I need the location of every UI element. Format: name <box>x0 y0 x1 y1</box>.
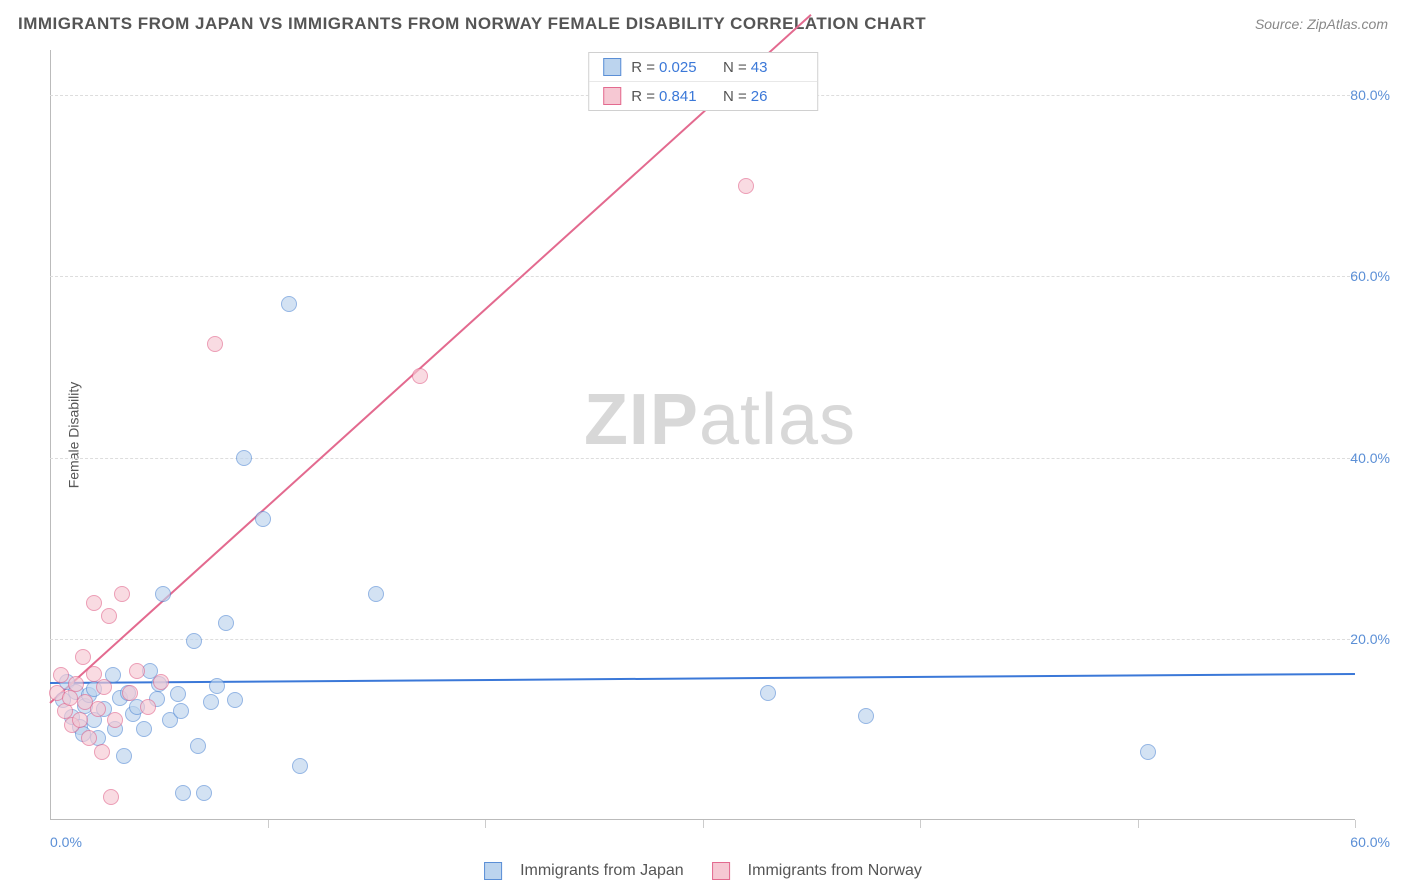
data-point <box>68 676 84 692</box>
legend-row: R =0.841N =26 <box>589 81 817 110</box>
legend-item: Immigrants from Norway <box>712 862 922 880</box>
data-point <box>292 758 308 774</box>
legend-swatch <box>603 58 621 76</box>
data-point <box>96 679 112 695</box>
grid-line <box>50 276 1355 277</box>
legend-label: Immigrants from Norway <box>748 862 922 880</box>
x-tick <box>485 820 486 828</box>
y-tick-label: 60.0% <box>1350 268 1390 284</box>
data-point <box>53 667 69 683</box>
x-tick <box>920 820 921 828</box>
legend-swatch <box>603 87 621 105</box>
data-point <box>209 678 225 694</box>
data-point <box>136 721 152 737</box>
watermark: ZIPatlas <box>584 379 856 461</box>
data-point <box>218 615 234 631</box>
legend-swatch <box>484 862 502 880</box>
data-point <box>738 178 754 194</box>
data-point <box>236 450 252 466</box>
source-attribution: Source: ZipAtlas.com <box>1255 16 1388 32</box>
data-point <box>760 685 776 701</box>
data-point <box>90 701 106 717</box>
data-point <box>190 738 206 754</box>
data-point <box>368 586 384 602</box>
grid-line <box>50 639 1355 640</box>
data-point <box>196 785 212 801</box>
legend-item: Immigrants from Japan <box>484 862 684 880</box>
chart-area: Female Disability ZIPatlas 20.0%40.0%60.… <box>50 50 1390 820</box>
data-point <box>227 692 243 708</box>
x-tick <box>1138 820 1139 828</box>
y-axis-line <box>50 50 51 820</box>
x-max-label: 60.0% <box>1350 834 1390 850</box>
x-tick <box>1355 820 1356 828</box>
data-point <box>1140 744 1156 760</box>
x-tick <box>268 820 269 828</box>
y-tick-label: 40.0% <box>1350 450 1390 466</box>
legend-swatch <box>712 862 730 880</box>
data-point <box>114 586 130 602</box>
x-tick <box>703 820 704 828</box>
data-point <box>173 703 189 719</box>
data-point <box>81 730 97 746</box>
series-legend: Immigrants from Japan Immigrants from Nor… <box>484 862 922 880</box>
data-point <box>155 586 171 602</box>
data-point <box>75 649 91 665</box>
data-point <box>153 674 169 690</box>
legend-label: Immigrants from Japan <box>520 862 684 880</box>
data-point <box>412 368 428 384</box>
data-point <box>103 789 119 805</box>
data-point <box>129 663 145 679</box>
y-tick-label: 20.0% <box>1350 631 1390 647</box>
x-min-label: 0.0% <box>50 834 82 850</box>
data-point <box>107 712 123 728</box>
data-point <box>255 511 271 527</box>
data-point <box>203 694 219 710</box>
regression-line <box>50 673 1355 684</box>
data-point <box>858 708 874 724</box>
data-point <box>101 608 117 624</box>
correlation-legend: R =0.025N =43R =0.841N =26 <box>588 52 818 111</box>
data-point <box>72 712 88 728</box>
data-point <box>186 633 202 649</box>
legend-row: R =0.025N =43 <box>589 53 817 81</box>
data-point <box>170 686 186 702</box>
y-tick-label: 80.0% <box>1350 87 1390 103</box>
data-point <box>207 336 223 352</box>
data-point <box>281 296 297 312</box>
data-point <box>94 744 110 760</box>
data-point <box>116 748 132 764</box>
data-point <box>175 785 191 801</box>
data-point <box>140 699 156 715</box>
data-point <box>86 595 102 611</box>
plot-region: ZIPatlas 20.0%40.0%60.0%80.0%0.0%60.0% <box>50 50 1390 820</box>
data-point <box>122 685 138 701</box>
